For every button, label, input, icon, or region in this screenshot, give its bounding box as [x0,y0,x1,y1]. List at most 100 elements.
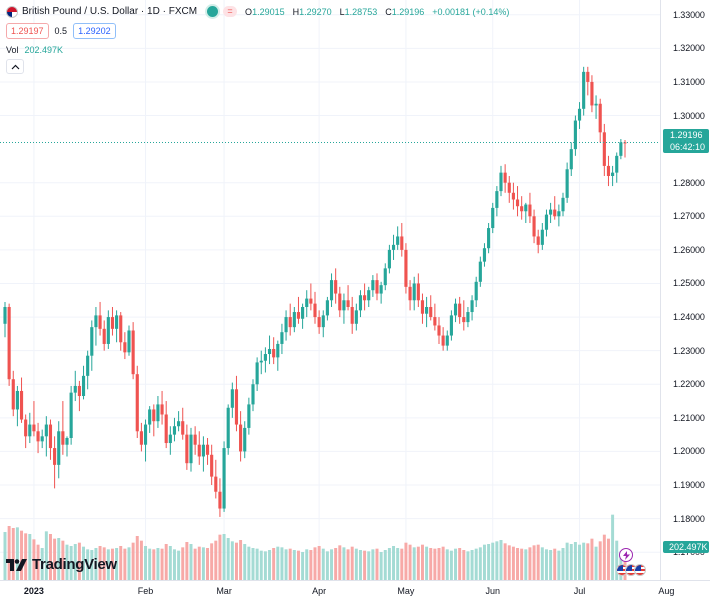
candle-body [19,390,24,420]
candle-body [487,228,491,249]
volume-bar [330,549,334,580]
volume-bar [582,542,586,580]
volume-bar [449,550,453,580]
volume-bar [367,551,371,580]
price-axis[interactable]: 1.33000 1.32000 1.31000 1.30000 1.28000 1.270… [660,0,710,580]
candle-body [226,407,230,449]
volume-legend[interactable]: Vol 202.497K [6,45,63,55]
collapse-legend-button[interactable] [6,59,24,74]
volume-bar [499,540,503,580]
volume-bar [578,544,582,580]
volume-bar [123,548,127,580]
volume-bar [36,544,40,580]
candle-body [387,249,391,269]
candle-body [148,409,152,425]
candle-body [573,120,577,150]
market-open-icon[interactable] [205,4,221,19]
economic-events[interactable] [616,564,650,578]
candle-body [445,335,449,346]
candle-body [396,236,400,245]
volume-axis-label: 202.497K [663,541,709,553]
price-tick-label: 1.20000 [673,446,705,457]
volume-bar [156,548,160,580]
volume-bar [363,550,367,580]
candle-body [383,268,387,286]
volume-bar [24,533,28,580]
candlestick-chart[interactable] [0,0,660,580]
volume-bar [602,534,606,580]
volume-bar [82,546,86,580]
volume-bar [350,546,354,580]
compare-icon[interactable]: = [223,6,238,17]
volume-bar [94,548,98,580]
candle-body [363,295,367,301]
candle-body [466,312,470,323]
candle-body [69,392,73,438]
volume-bar [73,544,77,580]
volume-bar [48,534,52,580]
volume-bar [379,552,383,580]
volume-label: Vol [6,45,19,55]
candle-body [127,330,131,353]
volume-bar [284,549,288,580]
volume-bar [425,546,429,580]
united-kingdom-flag-icon [6,5,18,18]
volume-bar [544,549,548,580]
volume-bar [222,534,226,580]
symbol-title[interactable]: British Pound / U.S. Dollar · 1D · FXCM [22,6,198,17]
candle-body [532,216,536,237]
volume-bar [239,540,243,580]
price-tick-label: 1.21000 [673,412,705,423]
lightning-icon[interactable] [619,548,633,562]
candle-body [57,431,61,465]
candle-body [77,385,81,397]
tradingview-logo[interactable]: TradingView [6,556,117,573]
candle-body [263,354,267,361]
candle-body [420,300,425,314]
volume-bar [172,549,176,580]
candle-body [462,317,466,323]
volume-bar [148,548,152,580]
volume-bar [61,540,65,580]
candle-body [317,317,321,328]
volume-bar [309,550,313,580]
candle-body [156,404,160,422]
volume-bar [11,528,15,580]
candle-body [131,330,135,375]
us-flag-icon[interactable] [634,564,646,576]
candle-body [197,444,201,457]
ohlc-open: O1.29015 [245,6,285,17]
candle-body [408,286,412,301]
buy-button[interactable]: 1.29202 [73,23,116,39]
candle-body [115,315,119,329]
volume-bar [342,547,346,580]
volume-bar [288,548,292,580]
price-tick-label: 1.28000 [673,177,705,188]
candle-body [495,191,499,208]
candle-body [391,244,396,250]
sell-button[interactable]: 1.29197 [6,23,49,39]
candle-body [243,427,247,452]
ohlc-high: H1.29270 [292,6,332,17]
volume-bar [268,550,272,580]
ohlc-low-value: 1.28753 [344,6,378,17]
last-price-label: 1.29196 06:42:10 [663,129,709,153]
volume-bar [119,546,123,580]
candle-body [549,209,553,215]
volume-bar [400,548,404,580]
volume-bar [177,550,181,580]
volume-bar [354,548,358,580]
volume-bar [615,540,619,580]
ohlc-high-value: 1.29270 [299,6,332,17]
volume-bar [371,549,375,580]
candle-body [11,379,15,410]
time-axis[interactable]: 2023 Feb Mar Apr May Jun Jul Aug [0,580,710,601]
volume-bar [206,548,210,580]
volume-bar [32,539,36,580]
volume-bar [396,548,400,580]
spread-value: 0.5 [54,26,68,36]
candle-body [569,149,573,170]
candle-body [594,103,598,106]
volume-bar [420,544,424,580]
volume-bar [462,550,466,580]
